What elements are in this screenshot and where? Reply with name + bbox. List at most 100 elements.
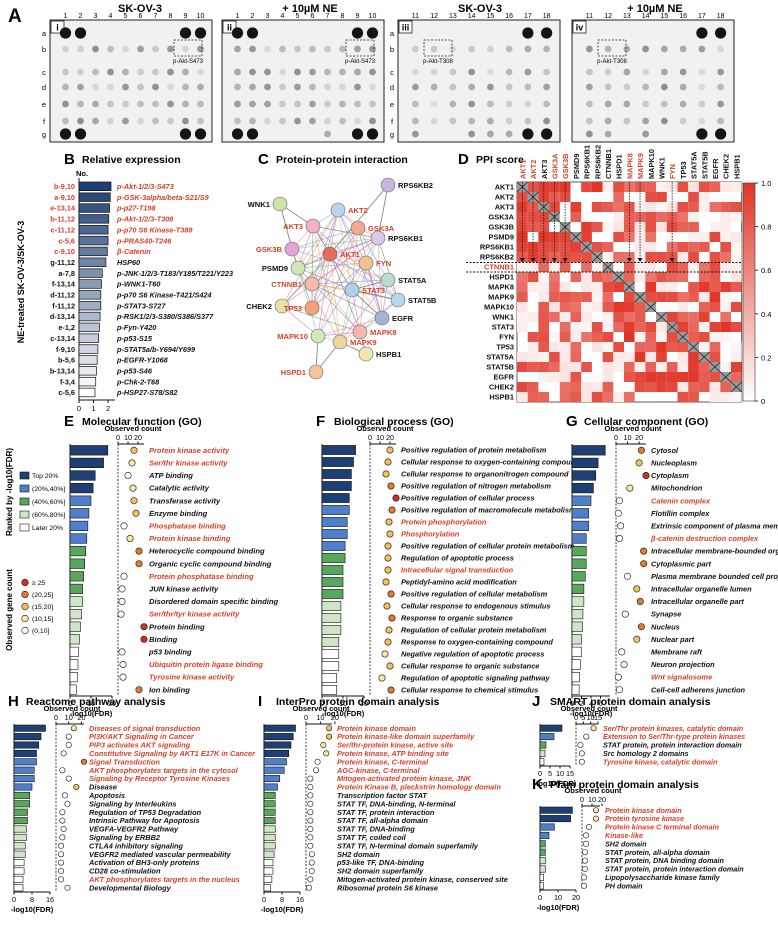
blot-spot [249,100,256,108]
bar-tick-label: 20 [360,699,368,708]
term-label: Mitogen-activated protein kinase, JNK [337,774,472,783]
term-label: Membrane raft [651,648,702,657]
term-label: STAT TF, DNA-binding [337,825,415,834]
go-bar [13,733,42,741]
heatmap-diagonal-mark [730,381,742,393]
colorbar-tick-label: 0 [761,397,765,406]
count-dot [388,506,396,514]
heatmap-cell [731,362,742,372]
heatmap-cell [517,312,528,322]
bar-x-label: -log10(FDR) [322,709,365,718]
count-label: ≥ 25 [32,580,45,587]
blot-spot [249,68,256,76]
heatmap-cell [549,362,560,372]
heatmap-cell [698,372,710,382]
heatmap-cell [634,182,646,192]
ppi-node [358,346,374,362]
heatmap-diagonal-mark [516,181,528,193]
dot-tick-label: 10 [316,713,324,722]
heatmap-diagonal-mark [698,351,710,363]
heatmap-cell [645,282,657,292]
heatmap-cell [720,322,731,332]
blot-column-label: 11 [586,13,593,20]
count-dot [615,497,623,505]
heatmap-column-label: WNK1 [657,157,666,179]
heatmap-cell [559,182,571,192]
blot-spot [585,130,593,138]
observed-count-label: Observed count [604,424,662,433]
heatmap-cell [613,192,624,202]
blot-spot [294,68,301,76]
term-label: Positive regulation of cellular process [401,494,534,503]
term-label: Phosphatase binding [149,522,226,531]
heatmap-cell [677,312,689,322]
heatmap-cell [731,232,742,242]
count-dot [65,733,72,740]
expression-label: p-Akt-1/2/3-T308 [116,215,174,224]
heatmap-cell [527,332,539,342]
term-label: Positive regulation of protein metabolis… [401,446,547,455]
heatmap-cell [527,362,539,372]
go-bar [263,733,294,741]
go-bar [263,825,276,833]
blot-spot [468,45,476,53]
blot-row-label: d [390,83,394,92]
go-bar [263,749,290,757]
blot-spot [698,100,706,108]
heatmap-cell [591,182,603,192]
blot-row-label: a [42,29,47,38]
expression-label: p-HSP27-S78/S82 [116,388,177,397]
go-bar [263,850,275,858]
blot-spot [541,128,553,140]
expression-bar [78,387,96,398]
count-dot [64,800,71,807]
go-bar [321,481,352,491]
ppi-edge [311,237,379,309]
heatmap-cell [602,392,614,402]
count-dot [140,623,148,631]
colorbar-tick-label: 0.2 [761,353,771,362]
count-dot [126,534,134,542]
heatmap-diagonal-mark [580,241,593,253]
blot-spot [524,68,532,76]
dot-tick-label: 0 [580,795,584,804]
go-bar [321,445,356,455]
heatmap-cell [656,332,667,342]
blot-spot [167,68,174,76]
go-bar [13,800,31,808]
count-dot [614,509,622,517]
heatmap-cell [591,262,603,272]
go-bar [13,825,27,833]
go-bar [69,672,78,683]
blot-spot [585,117,593,125]
blot-spot [698,83,706,91]
heatmap-cell [634,352,646,362]
go-bar [321,649,340,659]
go-bar [321,613,342,623]
blot-spot [486,68,494,76]
go-bar [13,741,40,749]
expression-bar [78,257,107,267]
go-bar [571,646,582,657]
count-dot [70,725,77,732]
term-label: ATP binding [148,471,193,480]
heatmap-cell [698,322,710,332]
heatmap-cell [698,332,710,342]
ppi-edge [279,203,293,250]
count-dot [308,868,315,874]
blot-spot [249,117,256,125]
term-label: Organic cyclic compound binding [149,559,272,568]
expression-label: p-RSK1/2/3-S380/S386/S377 [116,312,214,321]
blot-spot [264,83,271,91]
heatmap-cell [570,272,582,282]
bar-x-label: -log10(FDR) [70,709,113,718]
blot-box-label: p-Akt-S473 [345,59,376,65]
heatmap-cell [666,342,678,352]
blot-spot [309,100,316,108]
go-bar [571,558,587,569]
heatmap-cell [591,222,603,232]
heatmap-cell [602,342,614,352]
expression-category: e-1,2 [58,323,75,332]
heatmap-cell [720,332,731,342]
